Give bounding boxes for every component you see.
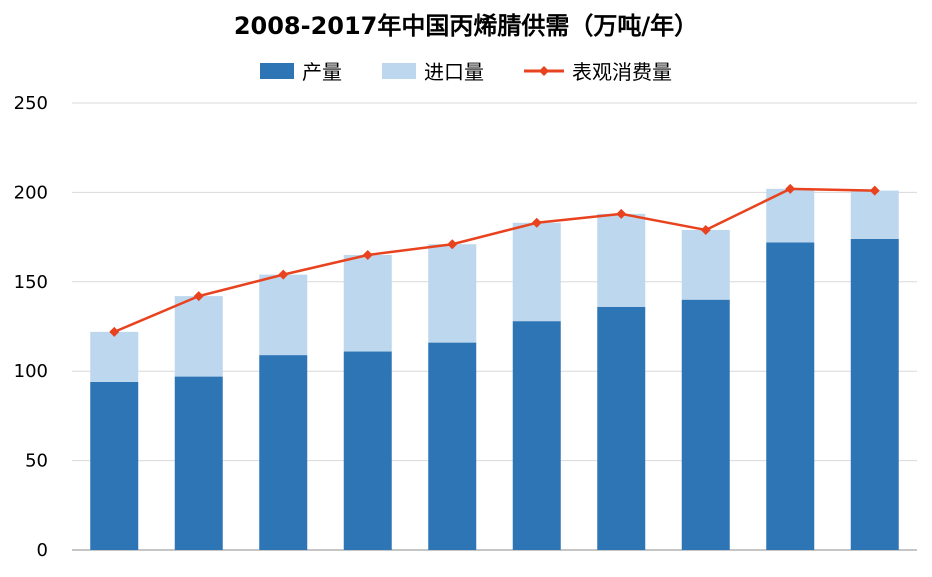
consumption-point-2013 (531, 217, 542, 228)
y-tick-label: 150 (14, 272, 48, 293)
consumption-point-2016 (785, 183, 796, 194)
bar-production-2011 (343, 351, 392, 550)
legend-item-consumption: 表观消费量 (524, 56, 672, 85)
bar-production-2010 (259, 355, 308, 550)
bar-production-2015 (681, 299, 730, 550)
consumption-line (113, 187, 875, 334)
consumption-point-2017 (869, 185, 880, 196)
legend-label-production: 产量 (302, 60, 342, 84)
legend-item-import: 进口量 (382, 56, 484, 85)
bar-import-2011 (343, 254, 392, 352)
bar-production-2016 (766, 242, 815, 551)
legend-swatch-production (260, 62, 294, 79)
bar-import-2008 (90, 331, 139, 382)
y-tick-label: 100 (14, 361, 48, 382)
legend-swatch-import (382, 62, 416, 79)
bar-production-2008 (90, 381, 139, 550)
consumption-point-2010 (278, 269, 289, 280)
consumption-point-2008 (109, 326, 120, 337)
bar-import-2009 (174, 296, 223, 377)
legend-label-consumption: 表观消费量 (572, 60, 672, 84)
legend-line-icon (524, 65, 564, 76)
bar-import-2017 (850, 190, 899, 239)
bar-import-2013 (512, 222, 561, 322)
bar-import-2010 (259, 274, 308, 356)
legend-item-production: 产量 (260, 56, 342, 85)
bar-import-2015 (681, 229, 730, 300)
y-tick-label: 250 (14, 93, 48, 114)
consumption-point-2009 (193, 291, 204, 302)
bar-production-2009 (174, 376, 223, 550)
bar-production-2017 (850, 238, 899, 550)
legend: 产量 进口量 表观消费量 (0, 56, 932, 85)
consumption-point-2012 (447, 239, 458, 250)
legend-label-import: 进口量 (424, 60, 484, 84)
consumption-point-2011 (362, 249, 373, 260)
consumption-point-2015 (700, 224, 711, 235)
bar-import-2014 (597, 213, 646, 307)
y-tick-label: 50 (25, 451, 48, 472)
y-tick-label: 200 (14, 182, 48, 203)
chart-title: 2008-2017年中国丙烯腈供需（万吨/年） (233, 12, 699, 40)
bar-production-2014 (597, 306, 646, 550)
bar-import-2012 (428, 244, 477, 343)
bar-production-2012 (428, 342, 477, 550)
y-tick-label: 0 (37, 540, 48, 561)
consumption-point-2014 (616, 208, 627, 219)
bar-production-2013 (512, 321, 561, 550)
